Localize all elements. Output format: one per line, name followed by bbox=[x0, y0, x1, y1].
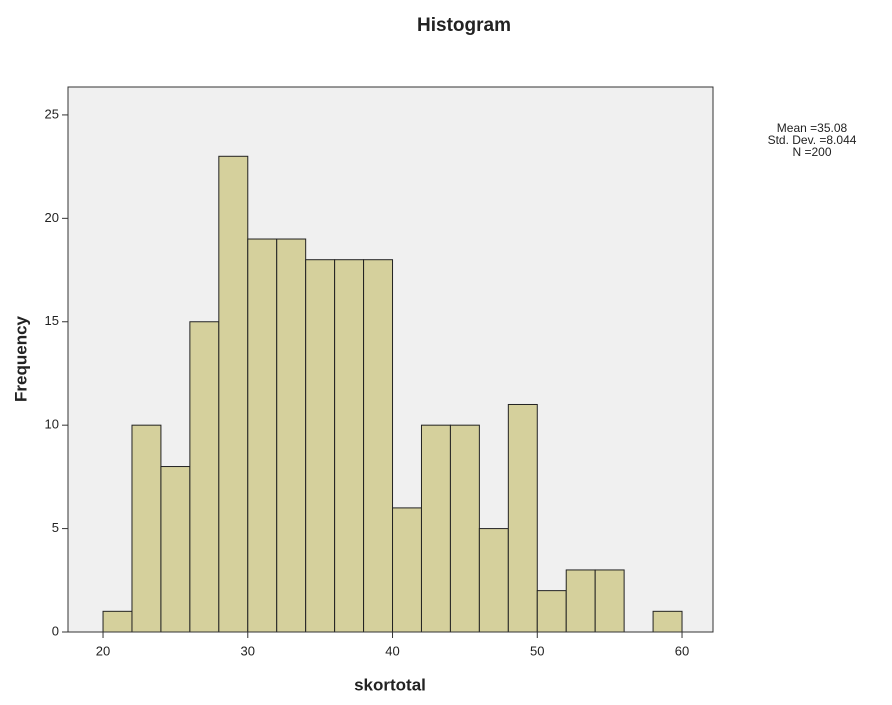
bar bbox=[653, 611, 682, 632]
bar bbox=[190, 322, 219, 632]
bar bbox=[103, 611, 132, 632]
bar bbox=[161, 467, 190, 632]
x-tick-label: 30 bbox=[241, 643, 255, 658]
bar bbox=[421, 425, 450, 632]
bar bbox=[537, 591, 566, 632]
bar bbox=[335, 260, 364, 632]
chart-title: Histogram bbox=[417, 15, 511, 36]
chart: Histogram skortotal Frequency 0 5 10 15 20 25… bbox=[0, 0, 892, 705]
x-tick-label: 40 bbox=[385, 643, 399, 658]
bar bbox=[595, 570, 624, 632]
x-tick-label: 20 bbox=[96, 643, 110, 658]
y-tick-label: 10 bbox=[45, 417, 59, 432]
bar bbox=[132, 425, 161, 632]
bar bbox=[566, 570, 595, 632]
bar bbox=[508, 404, 537, 632]
y-tick-label: 25 bbox=[45, 106, 59, 121]
y-tick-label: 5 bbox=[52, 520, 59, 535]
stats-note: N =200 bbox=[792, 145, 831, 159]
y-tick-label: 20 bbox=[45, 210, 59, 225]
x-axis-title: skortotal bbox=[354, 675, 426, 694]
bar bbox=[479, 529, 508, 632]
bar bbox=[393, 508, 422, 632]
bar bbox=[450, 425, 479, 632]
x-tick-label: 50 bbox=[530, 643, 544, 658]
y-tick-label: 15 bbox=[45, 313, 59, 328]
bar bbox=[364, 260, 393, 632]
y-tick-label: 0 bbox=[52, 623, 59, 638]
bar bbox=[219, 156, 248, 632]
x-tick-label: 60 bbox=[675, 643, 689, 658]
bar bbox=[306, 260, 335, 632]
y-axis-title: Frequency bbox=[11, 315, 30, 402]
bar bbox=[277, 239, 306, 632]
bar bbox=[248, 239, 277, 632]
